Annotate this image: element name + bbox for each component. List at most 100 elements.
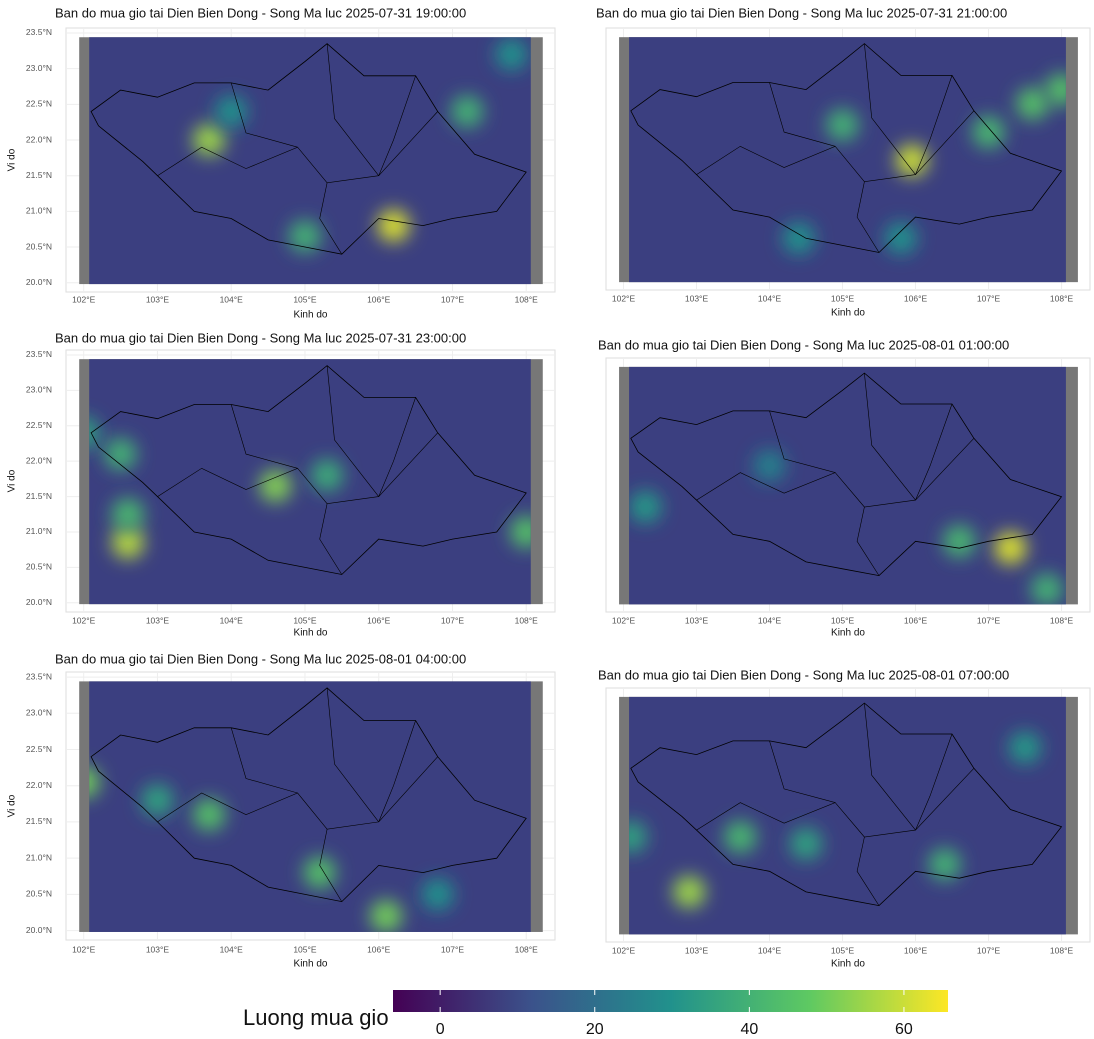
colorbar: [393, 990, 948, 1012]
x-tick-label: 106°E: [367, 615, 391, 625]
x-tick-label: 103°E: [685, 293, 709, 303]
y-tick-label: 22.5°N: [26, 420, 52, 430]
map-panel: Ban do mua gio tai Dien Bien Dong - Song…: [598, 667, 1090, 969]
map-panel: Ban do mua gio tai Dien Bien Dong - Song…: [7, 5, 555, 320]
y-tick-label: 20.5°N: [26, 241, 52, 251]
raster-background: [629, 367, 1066, 604]
rain-hotspot: [994, 532, 1026, 564]
x-tick-label: 102°E: [72, 944, 96, 954]
figure: Ban do mua gio tai Dien Bien Dong - Song…: [0, 0, 1094, 1039]
y-tick-label: 22.0°N: [26, 780, 52, 790]
rain-hotspot: [790, 828, 822, 860]
x-tick-label: 107°E: [977, 615, 1001, 625]
y-tick-label: 23.5°N: [26, 671, 52, 681]
x-tick-label: 105°E: [831, 945, 855, 955]
x-tick-label: 107°E: [441, 944, 465, 954]
x-tick-label: 104°E: [758, 945, 782, 955]
y-tick-label: 23.0°N: [26, 385, 52, 395]
x-tick-label: 106°E: [904, 293, 928, 303]
x-tick-label: 103°E: [146, 944, 170, 954]
y-axis-label: Vi do: [7, 794, 18, 817]
x-tick-label: 105°E: [293, 944, 317, 954]
y-tick-label: 23.5°N: [26, 349, 52, 359]
rain-hotspot: [193, 799, 225, 831]
x-axis-label: Kinh do: [294, 959, 328, 970]
x-axis-label: Kinh do: [831, 959, 865, 970]
legend-title: Luong mua gio: [243, 1005, 389, 1030]
x-axis-label: Kinh do: [831, 628, 865, 639]
x-tick-label: 106°E: [367, 944, 391, 954]
panel-title: Ban do mua gio tai Dien Bien Dong - Song…: [55, 651, 466, 666]
rain-hotspot: [112, 527, 144, 559]
x-tick-label: 107°E: [441, 615, 465, 625]
rain-hotspot: [943, 525, 975, 557]
x-tick-label: 106°E: [904, 615, 928, 625]
y-tick-label: 21.0°N: [26, 206, 52, 216]
y-tick-label: 22.0°N: [26, 134, 52, 144]
rain-hotspot: [370, 900, 402, 932]
y-tick-label: 21.0°N: [26, 852, 52, 862]
rain-hotspot: [495, 38, 527, 70]
y-tick-label: 22.5°N: [26, 99, 52, 109]
map-panel: Ban do mua gio tai Dien Bien Dong - Song…: [7, 330, 555, 638]
colorbar-tick-label: 60: [895, 1021, 913, 1038]
y-tick-label: 20.5°N: [26, 562, 52, 572]
y-tick-label: 23.5°N: [26, 27, 52, 37]
rain-hotspot: [259, 470, 291, 502]
x-tick-label: 108°E: [1050, 945, 1074, 955]
x-tick-label: 103°E: [146, 294, 170, 304]
y-tick-label: 20.0°N: [26, 925, 52, 935]
rain-hotspot: [1031, 573, 1063, 605]
rain-hotspot: [289, 220, 321, 252]
map-panel: Ban do mua gio tai Dien Bien Dong - Song…: [596, 5, 1090, 318]
x-tick-label: 107°E: [977, 945, 1001, 955]
colorbar-tick-label: 0: [436, 1021, 445, 1038]
y-tick-label: 21.5°N: [26, 491, 52, 501]
x-tick-label: 104°E: [220, 615, 244, 625]
map-panel: Ban do mua gio tai Dien Bien Dong - Song…: [598, 337, 1090, 638]
x-axis-label: Kinh do: [831, 308, 865, 319]
x-tick-label: 105°E: [831, 615, 855, 625]
rain-hotspot: [885, 222, 917, 254]
rain-hotspot: [629, 491, 661, 523]
rain-hotspot: [422, 878, 454, 910]
y-tick-label: 21.5°N: [26, 816, 52, 826]
x-tick-label: 106°E: [904, 945, 928, 955]
rain-hotspot: [673, 876, 705, 908]
colorbar-tick-label: 20: [586, 1021, 604, 1038]
rain-hotspot: [827, 109, 859, 141]
map-panel: Ban do mua gio tai Dien Bien Dong - Song…: [7, 651, 555, 969]
colorbar-tick-label: 40: [740, 1021, 758, 1038]
rain-hotspot: [193, 124, 225, 156]
x-tick-label: 108°E: [515, 944, 539, 954]
rain-hotspot: [112, 498, 144, 530]
rain-hotspot: [215, 95, 247, 127]
x-tick-label: 102°E: [612, 615, 636, 625]
x-tick-label: 104°E: [220, 944, 244, 954]
panel-title: Ban do mua gio tai Dien Bien Dong - Song…: [55, 330, 466, 345]
y-tick-label: 22.5°N: [26, 744, 52, 754]
rain-hotspot: [377, 210, 409, 242]
rain-hotspot: [1016, 88, 1048, 120]
x-tick-label: 102°E: [72, 294, 96, 304]
rain-hotspot: [754, 450, 786, 482]
y-axis-label: Vi do: [7, 148, 18, 171]
rain-hotspot: [724, 821, 756, 853]
panel-title: Ban do mua gio tai Dien Bien Dong - Song…: [596, 5, 1007, 20]
y-tick-label: 20.0°N: [26, 597, 52, 607]
y-tick-label: 20.0°N: [26, 277, 52, 287]
x-tick-label: 103°E: [685, 615, 709, 625]
rain-hotspot: [311, 459, 343, 491]
x-tick-label: 102°E: [72, 615, 96, 625]
x-tick-label: 108°E: [515, 615, 539, 625]
x-tick-label: 105°E: [293, 615, 317, 625]
x-tick-label: 107°E: [441, 294, 465, 304]
x-tick-label: 102°E: [612, 293, 636, 303]
rain-hotspot: [896, 144, 928, 176]
y-tick-label: 21.0°N: [26, 526, 52, 536]
y-tick-label: 22.0°N: [26, 455, 52, 465]
rain-hotspot: [1009, 732, 1041, 764]
rain-hotspot: [105, 438, 137, 470]
panel-title: Ban do mua gio tai Dien Bien Dong - Song…: [598, 667, 1009, 682]
x-tick-label: 105°E: [293, 294, 317, 304]
